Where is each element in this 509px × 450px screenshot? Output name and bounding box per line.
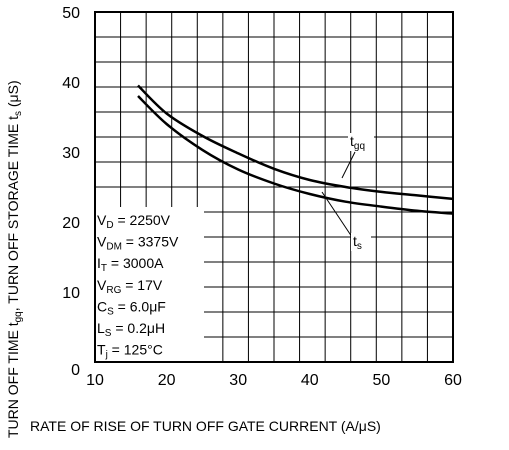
condition-label: VRG = 17V xyxy=(97,277,163,296)
condition-label: LS = 0.2μH xyxy=(97,320,165,339)
y-tick-label: 50 xyxy=(62,5,80,22)
series-label-ts: ts xyxy=(353,233,362,252)
y-tick-label: 40 xyxy=(62,75,80,92)
series-label-tgq: tgq xyxy=(350,133,365,152)
condition-label: CS = 6.0μF xyxy=(97,298,166,317)
y-tick-label: 30 xyxy=(62,145,80,162)
y-tick-label: 20 xyxy=(62,215,80,232)
plot-frame xyxy=(94,11,454,363)
x-tick-label: 50 xyxy=(373,372,391,389)
x-tick-label: 10 xyxy=(86,372,104,389)
condition-label: Tj = 125°C xyxy=(97,342,163,361)
condition-label: IT = 3000A xyxy=(97,255,164,274)
x-tick-label: 60 xyxy=(444,372,462,389)
series-leader-tgq xyxy=(341,151,356,179)
series-group xyxy=(137,84,454,215)
series-annotations: tgq ts xyxy=(321,133,374,252)
grid xyxy=(95,12,453,362)
tick-labels: 10 20 30 40 50 60 0 10 20 30 40 50 xyxy=(62,5,462,389)
condition-label: VDM = 3375V xyxy=(97,234,179,253)
y-tick-label: 10 xyxy=(62,285,80,302)
x-tick-label: 20 xyxy=(158,372,176,389)
series-label-bg xyxy=(348,133,374,151)
x-tick-label: 40 xyxy=(301,372,319,389)
series-leader-ts xyxy=(321,191,353,238)
y-tick-label: 0 xyxy=(71,362,80,379)
conditions-background xyxy=(96,207,204,361)
series-line-ts xyxy=(137,95,454,215)
x-axis-label: RATE OF RISE OF TURN OFF GATE CURRENT (A… xyxy=(30,418,381,434)
series-line-tgq xyxy=(137,84,454,201)
conditions-box: VD = 2250V VDM = 3375V IT = 3000A VRG = 17V… xyxy=(96,207,204,361)
y-axis-label: TURN OFF TIME tgq, TURN OFF STORAGE TIME… xyxy=(5,80,24,438)
series-label-bg xyxy=(351,233,371,251)
condition-label: VD = 2250V xyxy=(97,212,171,231)
x-tick-label: 30 xyxy=(229,372,247,389)
